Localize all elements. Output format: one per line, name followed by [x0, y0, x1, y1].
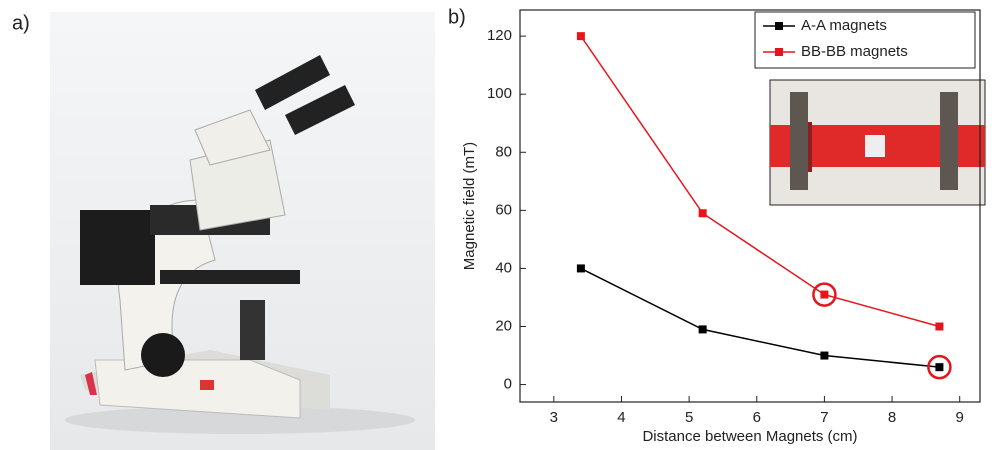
y-tick-label: 120 [487, 27, 512, 44]
y-tick-label: 40 [495, 259, 512, 276]
microscope-photo [50, 12, 435, 450]
y-tick-label: 60 [495, 201, 512, 218]
y-axis-label: Magnetic field (mT) [461, 142, 478, 270]
magnet-photo [769, 79, 986, 206]
data-point [576, 32, 585, 41]
legend-marker [775, 48, 783, 56]
legend-label: BB-BB magnets [801, 43, 908, 60]
panel-label: b) [448, 6, 466, 28]
plot-frame [519, 9, 981, 403]
x-tick-label: 5 [685, 409, 693, 426]
data-point [698, 325, 707, 334]
panel-label: a) [12, 12, 30, 34]
x-tick-label: 7 [820, 409, 828, 426]
x-tick-label: 8 [888, 409, 896, 426]
y-tick-label: 100 [487, 85, 512, 102]
y-tick-label: 20 [495, 317, 512, 334]
x-axis-label: Distance between Magnets (cm) [642, 428, 857, 445]
x-tick-label: 6 [753, 409, 761, 426]
data-point [576, 264, 585, 273]
y-tick-label: 0 [504, 376, 512, 393]
legend-box [754, 11, 976, 69]
highlight-ring [927, 354, 952, 380]
x-tick-label: 3 [550, 409, 558, 426]
data-point [935, 363, 944, 372]
y-tick-label: 80 [495, 143, 512, 160]
x-tick-label: 9 [956, 409, 964, 426]
data-point [698, 209, 707, 218]
highlight-ring [812, 282, 837, 307]
series-line [580, 35, 940, 328]
data-point [820, 351, 829, 360]
legend-marker [775, 22, 783, 30]
x-tick-label: 4 [617, 409, 625, 426]
data-point [820, 290, 829, 299]
series-line [580, 267, 940, 368]
data-point [935, 322, 944, 331]
legend-label: A-A magnets [801, 17, 887, 34]
